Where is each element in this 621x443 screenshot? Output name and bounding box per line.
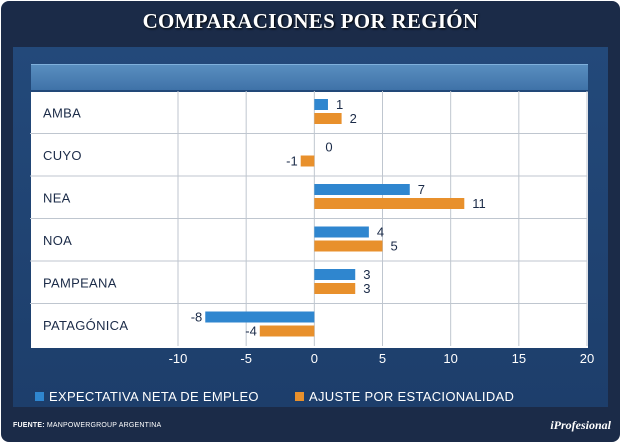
bar-series-2 bbox=[314, 240, 383, 252]
bar-series-1 bbox=[205, 311, 315, 323]
x-tick-label: 0 bbox=[311, 351, 318, 366]
data-label-series-2: 11 bbox=[472, 196, 486, 211]
plot-area bbox=[179, 92, 588, 348]
category-label: PAMPEANA bbox=[43, 275, 117, 290]
bar-series-2 bbox=[259, 325, 315, 337]
data-label-series-1: 3 bbox=[363, 267, 370, 282]
bar-series-2 bbox=[314, 198, 465, 209]
label-layer: -10 -5 0 5 10 15 20AMBACUYONEANOAPAMPEANAPATAG… bbox=[43, 97, 594, 366]
source-text: MANPOWERGROUP ARGENTINA bbox=[46, 422, 162, 429]
bar-series-1 bbox=[314, 269, 356, 280]
category-label-column bbox=[31, 92, 179, 348]
category-label: PATAGÓNICA bbox=[43, 318, 128, 333]
brand-logo: iProfesional bbox=[550, 418, 611, 432]
x-tick-label: 15 bbox=[512, 351, 526, 366]
data-label-series-2: -1 bbox=[286, 154, 298, 169]
bar-series-1 bbox=[314, 226, 369, 238]
category-label: CUYO bbox=[43, 148, 82, 163]
data-label-series-1: 1 bbox=[336, 97, 343, 112]
legend-swatch-series-1 bbox=[35, 392, 44, 401]
source-note: FUENTE: MANPOWERGROUP ARGENTINA bbox=[13, 422, 161, 429]
bar-series-1 bbox=[314, 99, 328, 110]
chart-title: COMPARACIONES POR REGIÓN bbox=[142, 9, 479, 33]
data-label-series-2: 5 bbox=[391, 239, 398, 254]
source-label: FUENTE: bbox=[13, 422, 45, 429]
legend-label-series-1: EXPECTATIVA NETA DE EMPLEO bbox=[49, 389, 259, 404]
legend-swatch-series-2 bbox=[295, 392, 304, 401]
category-label: NEA bbox=[43, 190, 71, 205]
x-tick-label: 10 bbox=[443, 351, 457, 366]
bar-series-2 bbox=[314, 283, 356, 294]
data-label-series-2: -4 bbox=[245, 324, 257, 339]
category-label: AMBA bbox=[43, 105, 81, 120]
legend-label-series-2: AJUSTE POR ESTACIONALIDAD bbox=[309, 389, 515, 404]
bar-series-2 bbox=[314, 113, 342, 124]
data-label-series-2: 2 bbox=[350, 111, 357, 126]
chart-header-bar bbox=[31, 64, 588, 90]
data-label-series-2: 3 bbox=[363, 281, 370, 296]
x-tick-label: 5 bbox=[379, 351, 386, 366]
x-tick-label: 20 bbox=[580, 351, 594, 366]
bar-series-2 bbox=[300, 155, 315, 167]
x-tick-label: -5 bbox=[240, 351, 252, 366]
grid-layer bbox=[30, 91, 588, 346]
category-label: NOA bbox=[43, 233, 72, 248]
data-label-series-1: -8 bbox=[191, 310, 203, 325]
data-label-series-1: 0 bbox=[325, 140, 332, 155]
bar-layer bbox=[205, 99, 465, 337]
data-label-series-1: 7 bbox=[418, 182, 425, 197]
x-tick-label: -10 bbox=[169, 351, 188, 366]
data-label-series-1: 4 bbox=[377, 225, 384, 240]
bar-series-1 bbox=[314, 184, 410, 195]
